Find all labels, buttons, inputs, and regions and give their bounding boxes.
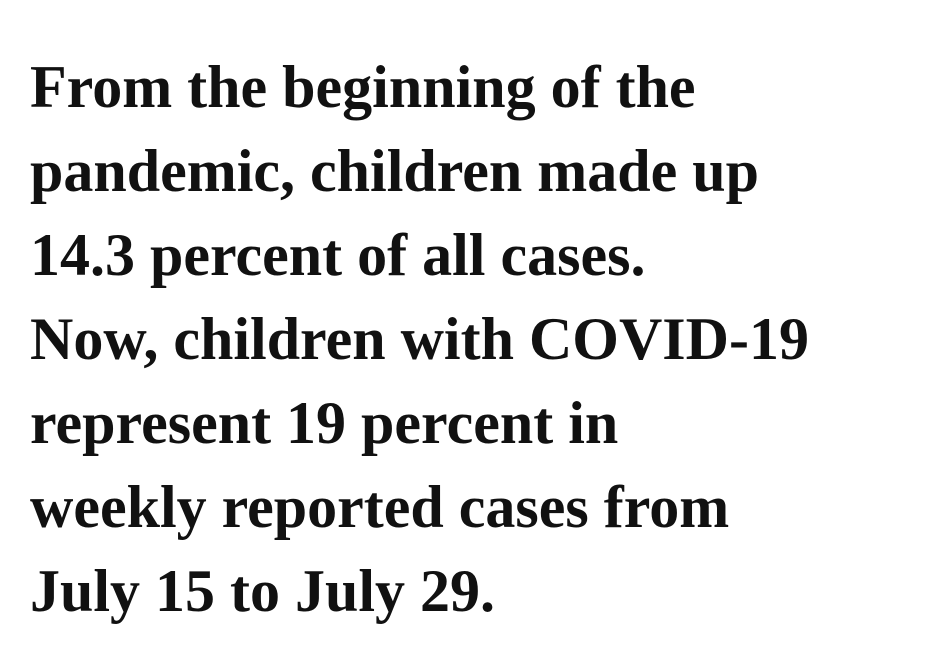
quote-line: weekly reported cases from <box>30 474 730 540</box>
quote-line: represent 19 percent in <box>30 390 619 456</box>
quote-line: From the beginning of the <box>30 54 696 120</box>
quote-line: July 15 to July 29. <box>30 558 496 624</box>
quote-line: Now, children with COVID-19 <box>30 306 809 372</box>
quote-line: pandemic, children made up <box>30 138 759 204</box>
quote-line: 14.3 percent of all cases. <box>30 222 646 288</box>
quote-text: From the beginning of the pandemic, chil… <box>30 45 809 633</box>
